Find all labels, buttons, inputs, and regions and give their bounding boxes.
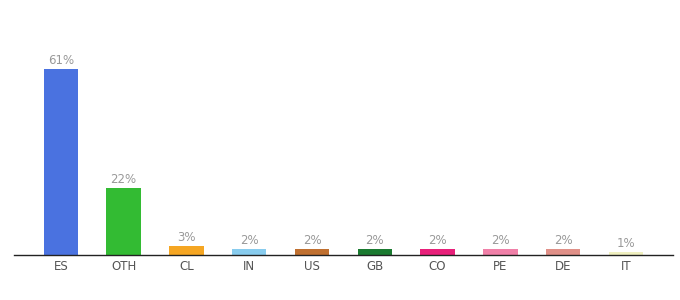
Text: 1%: 1% — [617, 237, 635, 250]
Text: 2%: 2% — [428, 234, 447, 247]
Bar — [546, 249, 581, 255]
Bar — [232, 249, 267, 255]
Bar — [106, 188, 141, 255]
Text: 2%: 2% — [491, 234, 510, 247]
Bar — [294, 249, 329, 255]
Text: 2%: 2% — [303, 234, 322, 247]
Bar — [609, 252, 643, 255]
Bar — [420, 249, 455, 255]
Text: 3%: 3% — [177, 231, 196, 244]
Text: 22%: 22% — [111, 173, 137, 186]
Bar — [358, 249, 392, 255]
Text: 2%: 2% — [365, 234, 384, 247]
Text: 2%: 2% — [240, 234, 258, 247]
Bar — [483, 249, 517, 255]
Text: 2%: 2% — [554, 234, 573, 247]
Bar — [44, 70, 78, 255]
Text: 61%: 61% — [48, 54, 74, 67]
Bar — [169, 246, 204, 255]
